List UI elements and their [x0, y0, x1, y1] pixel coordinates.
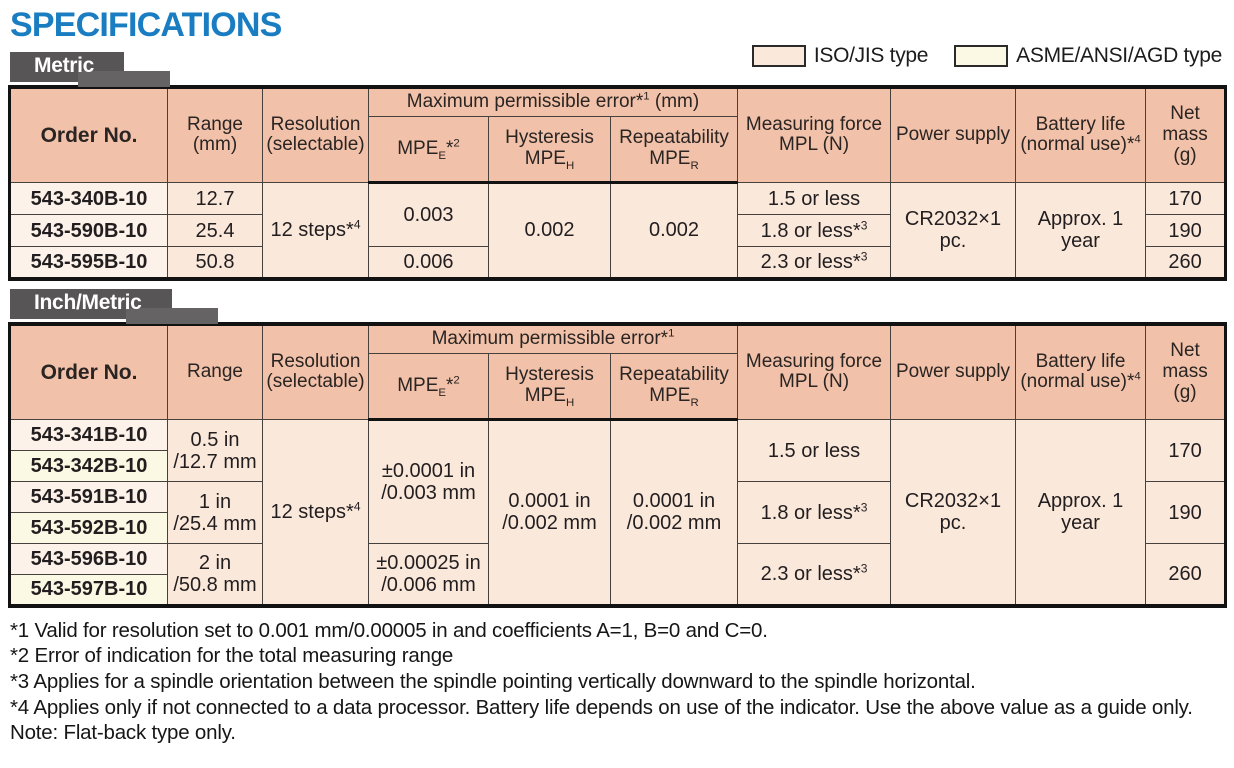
header-cell: Hysteresis MPEH	[488, 116, 611, 185]
spec-cell: 0.0001 in/0.002 mm	[488, 419, 611, 607]
spec-cell: 170	[1145, 182, 1227, 216]
metric-section: Metric Order No. Range (mm) Resolution (sele…	[8, 44, 1228, 281]
iso-jis-swatch	[751, 45, 806, 67]
spec-cell: 12 steps*4	[262, 419, 369, 607]
table-row: 543-595B-10 50.8 0.006 2.3 or less*3 260	[9, 246, 1227, 280]
header-cell: MPEE*2	[368, 353, 489, 422]
spec-table: Order No. Range (mm) Resolution (selectable)…	[8, 84, 1228, 281]
metric-tab: Metric	[10, 51, 171, 87]
header-cell: Order No.	[9, 86, 168, 184]
spec-cell: CR2032×1 pc.	[890, 419, 1017, 607]
header-cell: Maximum permissible error*1	[367, 323, 739, 355]
spec-cell: 0.0001 in/0.002 mm	[609, 419, 739, 607]
footnotes: *1 Valid for resolution set to 0.001 mm/…	[10, 618, 1226, 746]
table-row: Order No. Range (mm) Resolution (selectable)…	[9, 86, 1227, 184]
table-row: 543-597B-10	[9, 574, 1226, 607]
header-cell: Net mass (g)	[1145, 323, 1227, 421]
spec-cell: 1.8 or less*3	[737, 481, 892, 545]
order-no-cell: 543-595B-10	[9, 246, 168, 280]
order-no-cell: 543-590B-10	[9, 214, 168, 248]
header-cell: Power supply	[890, 323, 1017, 421]
spec-cell: 12.7	[167, 182, 263, 216]
spec-cell: 1.8 or less*3	[737, 214, 892, 248]
metric-spec-table-container: Order No. Range (mm) Resolution (selectable)…	[8, 84, 1228, 281]
page-title: SPECIFICATIONS	[10, 6, 282, 44]
header-cell: Range (mm)	[167, 86, 263, 184]
iso-jis-label: ISO/JIS type	[813, 44, 929, 67]
table-row: 543-341B-10 0.5 in/12.7 mm 12 steps*4 ±0.00…	[9, 419, 1227, 607]
spec-table: Order No. Range Resolution (selectable) Maxi…	[8, 321, 1228, 608]
header-cell: Hysteresis MPEH	[488, 353, 611, 422]
table-row: 543-591B-10 1 in/25.4 mm 1.8 or less*3 190	[9, 481, 1227, 545]
spec-cell: 1 in/25.4 mm	[167, 481, 263, 545]
header-cell: Repeatability MPER	[609, 353, 739, 422]
header-cell: Battery life (normal use)*4	[1015, 86, 1147, 184]
footnote-4: *4 Applies only if not connected to a da…	[10, 695, 1193, 719]
header-cell: Resolution (selectable)	[262, 323, 369, 421]
inch-metric-tab: Inch/Metric	[10, 288, 218, 324]
header-cell: Maximum permissible error*1 (mm)	[367, 86, 739, 118]
spec-cell: 1.5 or less	[737, 419, 892, 483]
spec-cell: 2 in/50.8 mm	[167, 543, 263, 607]
spec-cell: 25.4	[167, 214, 263, 248]
header-cell: Battery life (normal use)*4	[1015, 323, 1147, 421]
header-cell: Measuring force MPL (N)	[737, 323, 892, 421]
asme-ansi-agd-swatch	[954, 45, 1009, 67]
spec-cell: 260	[1145, 246, 1227, 280]
table-row: MPEE*2 Hysteresis MPEH Repeatability MPER	[10, 116, 1226, 185]
spec-cell: 170	[1145, 419, 1227, 483]
spec-cell: CR2032×1 pc.	[890, 182, 1017, 280]
order-no-cell: 543-597B-10	[9, 574, 168, 607]
spec-cell: 0.002	[609, 182, 739, 280]
inch-metric-spec-table-container: Order No. Range Resolution (selectable) Maxi…	[8, 321, 1228, 608]
header-cell: Repeatability MPER	[609, 116, 739, 185]
legend-item-iso-jis: ISO/JIS type	[751, 44, 929, 68]
footnote-2: *2 Error of indication for the total mea…	[10, 644, 454, 668]
spec-cell: 0.006	[368, 246, 489, 280]
table-row: 543-342B-10	[9, 450, 1226, 483]
spec-cell: 50.8	[167, 246, 263, 280]
order-no-cell: 543-342B-10	[9, 450, 168, 483]
spec-cell: 0.003	[368, 182, 489, 248]
spec-cell: Approx. 1 year	[1015, 182, 1147, 280]
footnote-3: *3 Applies for a spindle orientation bet…	[10, 669, 976, 693]
table-row: 543-340B-10 12.7 12 steps*4 0.003 0.002 0.002…	[9, 182, 1227, 280]
spec-cell: 0.002	[488, 182, 611, 280]
order-no-cell: 543-592B-10	[9, 512, 168, 545]
order-no-cell: 543-596B-10	[9, 543, 168, 576]
footnote-1: *1 Valid for resolution set to 0.001 mm/…	[10, 618, 768, 642]
spec-cell: 1.5 or less	[737, 182, 892, 216]
footnote-note: Note: Flat-back type only.	[10, 721, 236, 745]
spec-cell: 0.5 in/12.7 mm	[167, 419, 263, 483]
spec-cell: 2.3 or less*3	[737, 246, 892, 280]
header-cell: Order No.	[9, 323, 168, 421]
spec-cell: 190	[1145, 481, 1227, 545]
spec-cell: 2.3 or less*3	[737, 543, 892, 607]
asme-ansi-agd-label: ASME/ANSI/AGD type	[1016, 44, 1222, 67]
table-row: 543-596B-10 2 in/50.8 mm ±0.00025 in/0.006…	[9, 543, 1227, 607]
type-legend: ISO/JIS type ASME/ANSI/AGD type	[751, 44, 1222, 68]
table-row: 543-592B-10	[9, 512, 1226, 545]
spec-cell: ±0.0001 in/0.003 mm	[368, 419, 489, 545]
table-row: Order No. Range Resolution (selectable) Maxi…	[9, 323, 1227, 421]
header-cell: MPEE*2	[368, 116, 489, 185]
header-cell: Measuring force MPL (N)	[737, 86, 892, 184]
order-no-cell: 543-341B-10	[9, 419, 168, 452]
table-row: 543-590B-10 25.4 1.8 or less*3 190	[9, 214, 1227, 248]
header-cell: Net mass (g)	[1145, 86, 1227, 184]
header-cell: Power supply	[890, 86, 1017, 184]
order-no-cell: 543-340B-10	[9, 182, 168, 216]
header-cell: Range	[167, 323, 263, 421]
order-no-cell: 543-591B-10	[9, 481, 168, 514]
spec-cell: ±0.00025 in/0.006 mm	[368, 543, 489, 607]
spec-cell: Approx. 1 year	[1015, 419, 1147, 607]
spec-cell: 260	[1145, 543, 1227, 607]
inch-metric-section: Inch/Metric Order No. Range Resolution (sel…	[8, 281, 1228, 608]
legend-item-asme-ansi-agd: ASME/ANSI/AGD type	[954, 44, 1222, 68]
table-row: MPEE*2 Hysteresis MPEH Repeatability MPER	[10, 353, 1226, 422]
spec-cell: 12 steps*4	[262, 182, 369, 280]
spec-cell: 190	[1145, 214, 1227, 248]
header-cell: Resolution (selectable)	[262, 86, 369, 184]
